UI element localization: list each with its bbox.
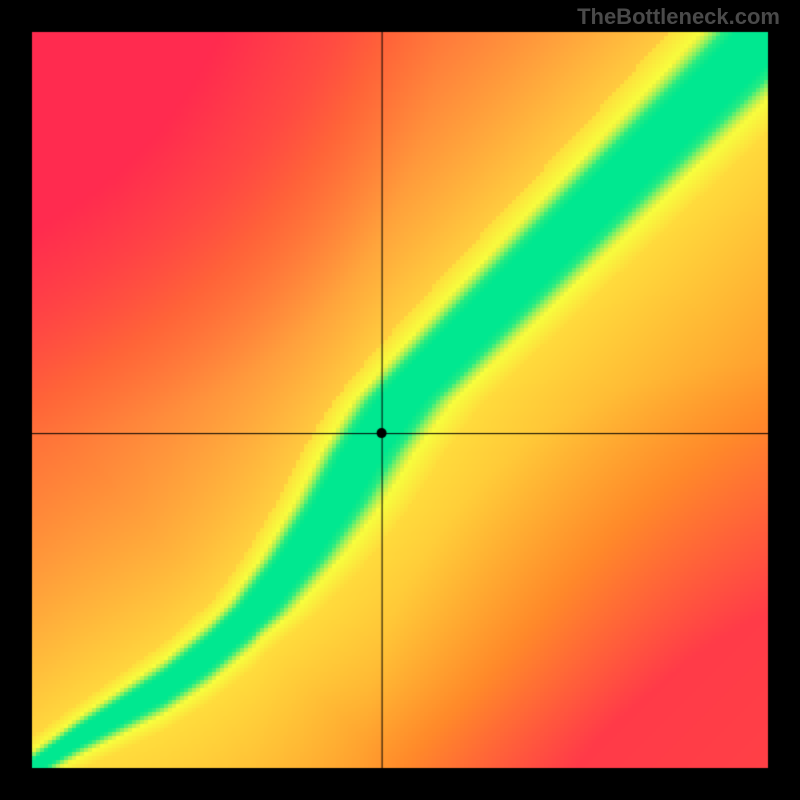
watermark-text: TheBottleneck.com (577, 4, 780, 30)
bottleneck-heatmap (0, 0, 800, 800)
